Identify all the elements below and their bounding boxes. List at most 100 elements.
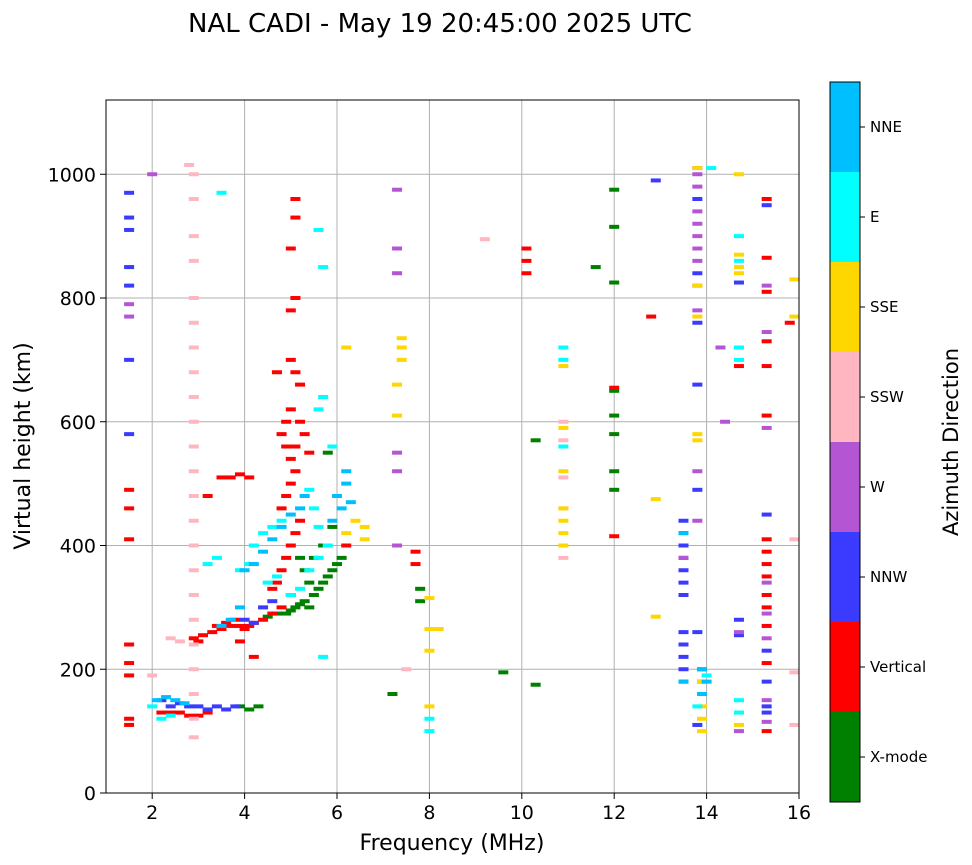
data-point <box>262 580 273 585</box>
data-point <box>221 620 232 625</box>
data-point <box>248 654 259 659</box>
data-point <box>692 184 703 189</box>
data-point <box>290 444 301 449</box>
data-point <box>692 258 703 263</box>
data-point <box>415 599 426 604</box>
data-point <box>299 494 310 498</box>
data-point <box>392 246 403 251</box>
data-point <box>332 494 342 498</box>
x-axis-label: Frequency (MHz) <box>360 831 545 856</box>
data-point <box>733 630 744 635</box>
data-point <box>733 698 744 703</box>
data-point <box>184 713 195 718</box>
data-point <box>350 518 361 523</box>
data-point <box>558 531 569 536</box>
data-point <box>692 469 703 474</box>
data-point <box>124 487 135 492</box>
data-point <box>498 670 509 675</box>
data-point <box>433 627 444 632</box>
data-point <box>281 419 292 424</box>
data-point <box>308 593 319 597</box>
data-point <box>124 227 135 232</box>
data-point <box>678 679 689 684</box>
data-point <box>692 234 703 239</box>
data-point <box>124 537 135 542</box>
data-point <box>392 413 403 418</box>
data-point <box>156 716 167 721</box>
data-point <box>225 475 236 480</box>
y-tick-label: 200 <box>60 659 96 681</box>
data-point <box>295 419 306 424</box>
data-point <box>124 661 135 666</box>
data-point <box>696 716 707 721</box>
data-point <box>761 549 772 554</box>
data-point <box>761 593 772 597</box>
data-point <box>733 258 744 263</box>
series-nne <box>151 469 712 706</box>
data-point <box>678 593 689 597</box>
data-point <box>387 692 398 696</box>
data-point <box>313 524 324 529</box>
data-point <box>678 568 689 573</box>
data-point <box>692 320 703 325</box>
data-point <box>761 704 772 709</box>
data-point <box>415 586 426 591</box>
data-point <box>692 438 703 443</box>
data-point <box>308 506 319 511</box>
data-point <box>188 617 199 622</box>
data-point <box>188 692 199 696</box>
data-point <box>558 469 569 474</box>
data-point <box>188 172 199 177</box>
data-point <box>295 518 306 523</box>
colorbar-swatch <box>830 622 860 712</box>
data-point <box>609 432 620 437</box>
data-point <box>761 719 772 724</box>
data-point <box>692 209 703 214</box>
data-point <box>424 704 435 709</box>
data-point <box>170 698 181 703</box>
data-point <box>424 596 435 601</box>
data-point <box>733 364 744 369</box>
data-point <box>789 537 800 542</box>
data-point <box>678 555 689 560</box>
colorbar-tick-label: X-mode <box>870 748 927 766</box>
data-point <box>392 382 403 387</box>
data-point <box>410 562 421 567</box>
data-point <box>124 190 135 195</box>
data-point <box>590 265 601 270</box>
data-point <box>202 707 213 712</box>
data-point <box>267 611 278 616</box>
data-point <box>313 555 324 560</box>
data-point <box>318 580 329 585</box>
data-point <box>188 296 199 300</box>
colorbar-swatch <box>830 82 860 172</box>
data-point <box>234 605 245 610</box>
data-point <box>124 722 135 727</box>
colorbar-tick-label: Vertical <box>870 658 926 676</box>
data-point <box>761 661 772 666</box>
colorbar-swatch <box>830 442 860 532</box>
data-point <box>733 357 744 362</box>
data-point <box>234 623 245 628</box>
data-point <box>188 568 199 573</box>
data-point <box>789 277 800 282</box>
x-tick-label: 12 <box>602 802 626 824</box>
data-point <box>327 444 338 449</box>
data-point <box>609 388 620 393</box>
data-point <box>692 518 703 523</box>
data-point <box>521 271 532 276</box>
data-point <box>530 682 541 687</box>
data-point <box>761 679 772 684</box>
colorbar-swatch <box>830 532 860 622</box>
data-point <box>234 639 245 644</box>
data-point <box>733 710 744 715</box>
data-point <box>290 296 301 300</box>
data-point <box>248 543 259 548</box>
data-point <box>609 187 620 192</box>
data-point <box>609 280 620 285</box>
y-tick-label: 800 <box>60 288 96 310</box>
data-point <box>151 698 162 703</box>
data-point <box>290 469 301 474</box>
data-point <box>558 438 569 443</box>
data-point <box>239 627 250 632</box>
